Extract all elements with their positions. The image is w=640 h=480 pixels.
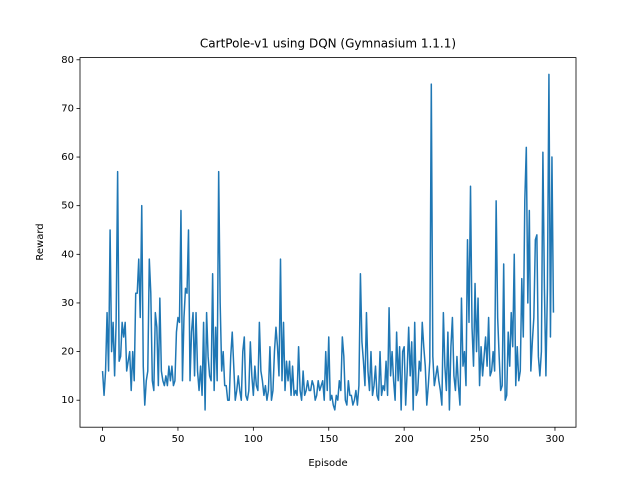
y-axis-label: Reward <box>35 223 46 260</box>
x-tick-label: 300 <box>545 434 564 445</box>
plot-frame <box>79 57 577 428</box>
line-series <box>101 73 555 411</box>
y-tick-label: 80 <box>61 55 74 66</box>
x-tick-label: 0 <box>99 434 105 445</box>
chart-title: CartPole-v1 using DQN (Gymnasium 1.1.1) <box>200 37 456 51</box>
y-tick-label: 10 <box>61 395 74 406</box>
y-tick-label: 20 <box>61 347 74 358</box>
x-tick-label: 150 <box>319 434 338 445</box>
y-tick-label: 30 <box>61 298 74 309</box>
x-tick-label: 200 <box>395 434 414 445</box>
y-tick-label: 70 <box>61 103 74 114</box>
y-tick-label: 40 <box>61 249 74 260</box>
x-tick-label: 250 <box>470 434 489 445</box>
x-axis-label: Episode <box>308 458 347 469</box>
y-tick-label: 60 <box>61 152 74 163</box>
y-tick-label: 50 <box>61 201 74 212</box>
x-tick-label: 50 <box>172 434 185 445</box>
x-tick-label: 100 <box>244 434 263 445</box>
